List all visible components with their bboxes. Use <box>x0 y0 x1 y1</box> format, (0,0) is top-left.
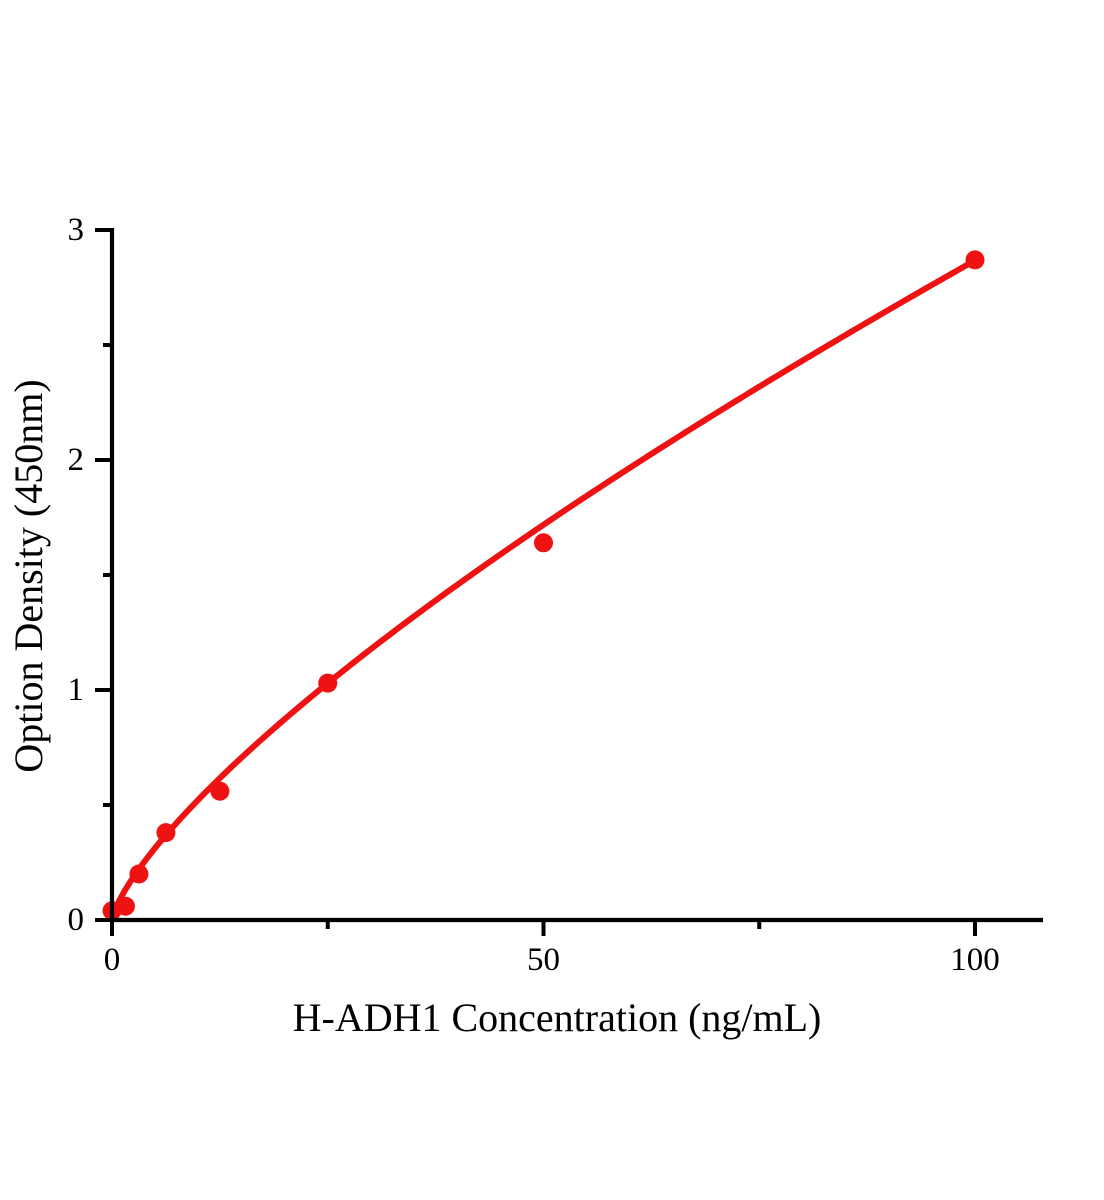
y-tick-label-2: 2 <box>68 442 85 478</box>
data-point-12.5 <box>210 781 230 801</box>
data-point-100 <box>965 250 985 270</box>
data-point-3.12 <box>129 864 149 884</box>
data-point-1.56 <box>115 896 135 916</box>
y-axis-title: Option Density (450nm) <box>6 379 51 772</box>
x-tick-label-100: 100 <box>950 942 1000 978</box>
y-tick-label-1: 1 <box>68 672 85 708</box>
x-axis-title: H-ADH1 Concentration (ng/mL) <box>293 995 822 1040</box>
data-point-50 <box>534 533 553 553</box>
data-point-25 <box>318 673 338 693</box>
x-tick-label-50: 50 <box>527 942 560 978</box>
y-tick-label-0: 0 <box>68 902 85 938</box>
y-tick-label-3: 3 <box>68 212 85 248</box>
plot-layer: 0 50 100 0 1 2 3 <box>68 212 1043 978</box>
x-tick-label-0: 0 <box>104 942 121 978</box>
data-point-6.25 <box>156 823 176 843</box>
trend-curve <box>109 257 978 923</box>
